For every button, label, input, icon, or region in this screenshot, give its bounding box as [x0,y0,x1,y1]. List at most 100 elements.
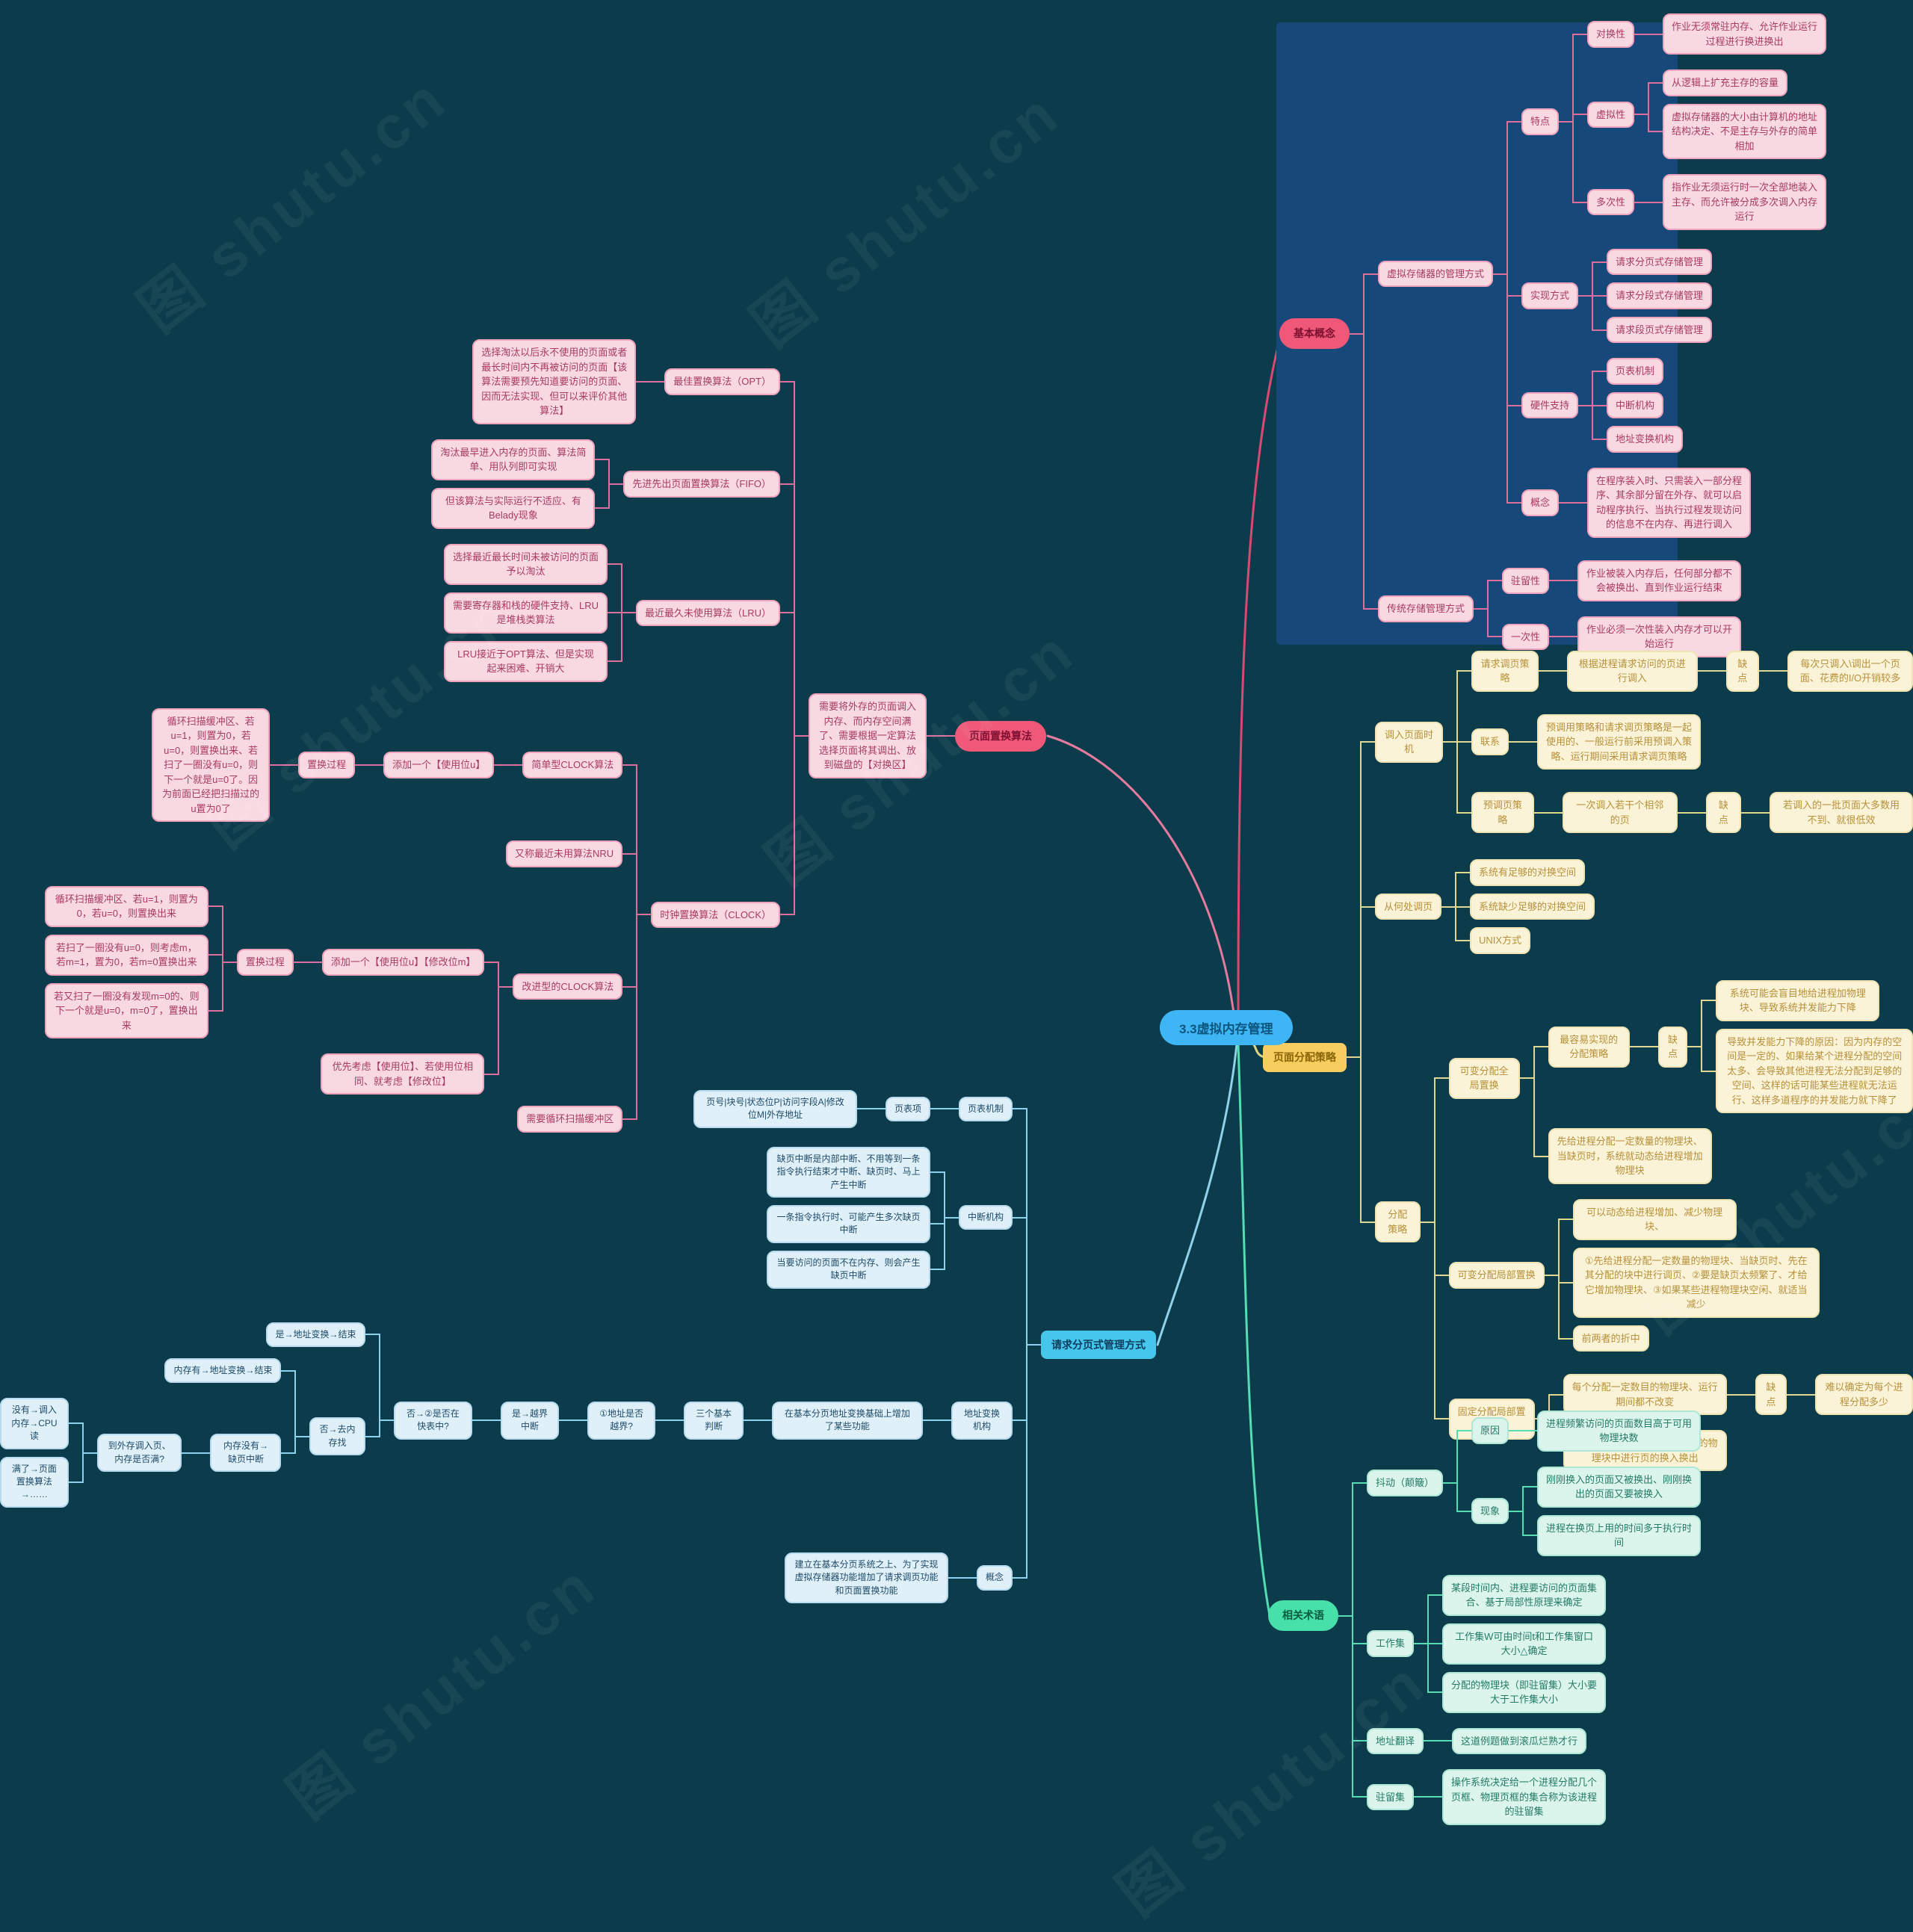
mindmap-node[interactable]: 抖动（颠簸） [1367,1470,1444,1496]
mindmap-node[interactable]: 现象 [1471,1497,1509,1525]
mindmap-node[interactable]: 根据进程请求访问的页进行调入 [1567,650,1698,692]
mindmap-node[interactable]: 从逻辑上扩充主存的容量 [1663,69,1788,96]
mindmap-node[interactable]: 选择最近最长时间未被访问的页面予以淘汰 [443,543,608,585]
mindmap-node[interactable]: 在基本分页地址变换基础上增加了某些功能 [771,1401,923,1440]
mindmap-node[interactable]: 请求调页策略 [1471,650,1539,692]
mindmap-node[interactable]: 最近最久未使用算法（LRU） [635,599,780,626]
mindmap-node[interactable]: 分配的物理块（即驻留集）大小要大于工作集大小 [1442,1671,1607,1713]
mindmap-node[interactable]: 先进先出页面置换算法（FIFO） [623,471,780,498]
mindmap-node[interactable]: 页表机制 [958,1096,1013,1122]
mindmap-node[interactable]: 工作集W可由时间t和工作集窗口大小△确定 [1442,1623,1607,1665]
mindmap-node[interactable]: 又称最近未用算法NRU [506,840,623,867]
mindmap-node[interactable]: 调入页面时机 [1375,721,1444,763]
mindmap-node[interactable]: 虚拟性 [1587,101,1635,128]
mindmap-node[interactable]: 需要循环扫描缓冲区 [517,1106,623,1133]
mindmap-node[interactable]: 地址变换机构 [1607,426,1684,453]
mindmap-node[interactable]: 置换过程 [236,949,294,976]
mindmap-node[interactable]: UNIX方式 [1470,927,1531,954]
mindmap-node[interactable]: 每次只调入\调出一个页面、花费的I/O开销较多 [1787,650,1913,692]
mindmap-node[interactable]: 时钟置换算法（CLOCK） [651,901,780,928]
mindmap-node[interactable]: 简单型CLOCK算法 [522,752,623,778]
mindmap-node[interactable]: 缺点 [1705,792,1741,834]
branch-root-basic-concepts[interactable]: 基本概念 [1279,318,1350,349]
mindmap-node[interactable]: 预调页策略 [1471,792,1534,834]
mindmap-node[interactable]: 需要寄存器和栈的硬件支持、LRU是堆栈类算法 [443,592,608,634]
mindmap-node[interactable]: 原因 [1471,1417,1509,1444]
mindmap-node[interactable]: 刚刚换入的页面又被换出、刚刚换出的页面又要被换入 [1537,1466,1702,1508]
mindmap-node[interactable]: 否→去内存找 [309,1417,365,1456]
mindmap-node[interactable]: 某段时间内、进程要访问的页面集合、基于局部性原理来确定 [1442,1574,1607,1616]
mindmap-node[interactable]: 请求分页式存储管理 [1607,248,1713,276]
mindmap-node[interactable]: 选择淘汰以后永不使用的页面或者最长时间内不再被访问的页面【该算法需要预先知道要访… [472,339,637,424]
mindmap-node[interactable]: 传统存储管理方式 [1378,595,1474,622]
mindmap-node[interactable]: 缺点 [1657,1026,1688,1068]
mindmap-node[interactable]: 分配策略 [1375,1201,1421,1242]
mindmap-node[interactable]: 从何处调页 [1375,893,1442,920]
mindmap-node[interactable]: 先给进程分配一定数量的物理块、当缺页时，系统就动态给进程增加物理块 [1548,1128,1712,1184]
mindmap-node[interactable]: 循环扫描缓冲区、若u=1，则置为0，若u=0，则置换出来 [44,885,208,927]
mindmap-node[interactable]: 最容易实现的分配策略 [1548,1026,1630,1068]
mindmap-node[interactable]: 内存有→地址变换→结束 [164,1358,282,1384]
mindmap-node[interactable]: 需要将外存的页面调入内存、而内存空间满了、需要根据一定算法选择页面将其调出、放到… [809,693,927,778]
mindmap-node[interactable]: 没有→调入内存→CPU读 [0,1398,69,1449]
mindmap-node[interactable]: 概念 [1521,489,1560,516]
mindmap-node[interactable]: 页表机制 [1607,358,1664,385]
mindmap-node[interactable]: 虚拟存储器的管理方式 [1378,260,1494,288]
mindmap-node[interactable]: 可以动态给进程增加、减少物理块、 [1572,1198,1737,1240]
mindmap-node[interactable]: 导致并发能力下降的原因：因为内存的空间是一定的、如果给某个进程分配的空间太多、会… [1716,1028,1913,1114]
mindmap-node[interactable]: 改进型的CLOCK算法 [513,973,623,1000]
mindmap-node[interactable]: 缺点 [1755,1374,1787,1416]
mindmap-node[interactable]: 工作集 [1367,1630,1415,1657]
mindmap-node[interactable]: 满了→页面置换算法→…… [0,1456,69,1508]
branch-root-page-replacement[interactable]: 页面置换算法 [955,720,1046,752]
mindmap-node[interactable]: 地址翻译 [1367,1727,1424,1754]
mindmap-node[interactable]: 最佳置换算法（OPT） [664,368,780,395]
mindmap-node[interactable]: 一次性 [1502,623,1550,650]
mindmap-node[interactable]: 在程序装入时、只需装入一部分程序、其余部分留在外存、就可以启动程序执行、当执行过… [1587,467,1752,538]
mindmap-node[interactable]: 作业被装入内存后，任何部分都不会被换出、直到作业运行结束 [1577,560,1742,601]
mindmap-node[interactable]: 中断机构 [958,1205,1013,1230]
mindmap-node[interactable]: ①地址是否越界? [587,1401,656,1440]
mindmap-node[interactable]: 前两者的折中 [1572,1325,1649,1352]
mindmap-node[interactable]: 当要访问的页面不在内存、则会产生缺页中断 [766,1250,930,1289]
mindmap-node[interactable]: 多次性 [1587,188,1635,216]
mindmap-node[interactable]: 作业无须常驻内存、允许作业运行过程进行换进换出 [1663,13,1827,55]
mindmap-node[interactable]: 缺页中断是内部中断、不用等到一条指令执行结束才中断、缺页时、马上产生中断 [766,1146,930,1198]
mindmap-node[interactable]: 系统可能会盲目地给进程加物理块、导致系统并发能力下降 [1716,979,1880,1021]
mindmap-node[interactable]: 驻留性 [1502,567,1550,594]
mindmap-node[interactable]: 建立在基本分页系统之上、为了实现虚拟存储器功能增加了请求调页功能和页面置换功能 [784,1552,948,1603]
mindmap-node[interactable]: 请求分段式存储管理 [1607,282,1713,309]
mindmap-node[interactable]: 循环扫描缓冲区、若u=1，则置为0，若u=0，则置换出来、若扫了一圈没有u=0，… [152,708,271,823]
mindmap-node[interactable]: 优先考虑【使用位】、若使用位相同、就考虑【修改位】 [321,1053,485,1095]
mindmap-node[interactable]: 置换过程 [298,752,356,778]
mindmap-node[interactable]: 是→越界中断 [501,1401,559,1440]
mindmap-node[interactable]: 联系 [1471,728,1509,755]
mindmap-node[interactable]: 概念 [976,1565,1013,1591]
mindmap-node[interactable]: 可变分配局部置换 [1448,1262,1545,1289]
mindmap-node[interactable]: 系统缺少足够的对换空间 [1470,893,1595,920]
mindmap-node[interactable]: 但该算法与实际运行不适应、有Belady现象 [431,487,596,529]
central-topic-node[interactable]: 3.3虚拟内存管理 [1160,1010,1293,1045]
mindmap-node[interactable]: 操作系统决定给一个进程分配几个页框、物理页框的集合称为该进程的驻留集 [1442,1769,1607,1825]
mindmap-node[interactable]: 一次调入若干个相邻的页 [1562,792,1678,834]
mindmap-node[interactable]: 三个基本判断 [684,1401,744,1440]
mindmap-node[interactable]: 难以确定为每个进程分配多少 [1815,1374,1913,1416]
mindmap-node[interactable]: 进程在换页上用的时间多于执行时间 [1537,1514,1702,1556]
mindmap-node[interactable]: 若调入的一批页面大多数用不到、就很低效 [1769,792,1913,834]
mindmap-node[interactable]: 内存没有→缺页中断 [210,1434,282,1472]
mindmap-node[interactable]: 若扫了一圈没有u=0，则考虑m，若m=1，置为0，若m=0置换出来 [44,934,208,976]
mindmap-node[interactable]: 指作业无须运行时一次全部地装入主存、而允许被分成多次调入内存运行 [1663,174,1827,230]
branch-root-related-terms[interactable]: 相关术语 [1268,1600,1338,1631]
mindmap-node[interactable]: 对换性 [1587,21,1635,48]
mindmap-node[interactable]: 一条指令执行时、可能产生多次缺页中断 [766,1205,930,1243]
branch-root-request-paging[interactable]: 请求分页式管理方式 [1041,1330,1156,1360]
mindmap-node[interactable]: 否→②是否在快表中? [393,1401,473,1440]
mindmap-node[interactable]: 预调用策略和请求调页策略是一起使用的、一般运行前采用预调入策略、运行期间采用请求… [1537,713,1702,770]
mindmap-node[interactable]: 进程频繁访问的页面数目高于可用物理块数 [1537,1410,1702,1452]
mindmap-node[interactable]: 实现方式 [1521,282,1579,309]
mindmap-node[interactable]: ①先给进程分配一定数量的物理块、当缺页时、先在其分配的块中进行调页、②要是缺页太… [1572,1247,1820,1318]
mindmap-node[interactable]: 若又扫了一圈没有发现m=0的、则下一个就是u=0，m=0了，置换出来 [44,982,208,1039]
mindmap-node[interactable]: 缺点 [1725,650,1760,692]
mindmap-node[interactable]: 驻留集 [1367,1783,1415,1810]
mindmap-node[interactable]: 特点 [1521,108,1560,135]
